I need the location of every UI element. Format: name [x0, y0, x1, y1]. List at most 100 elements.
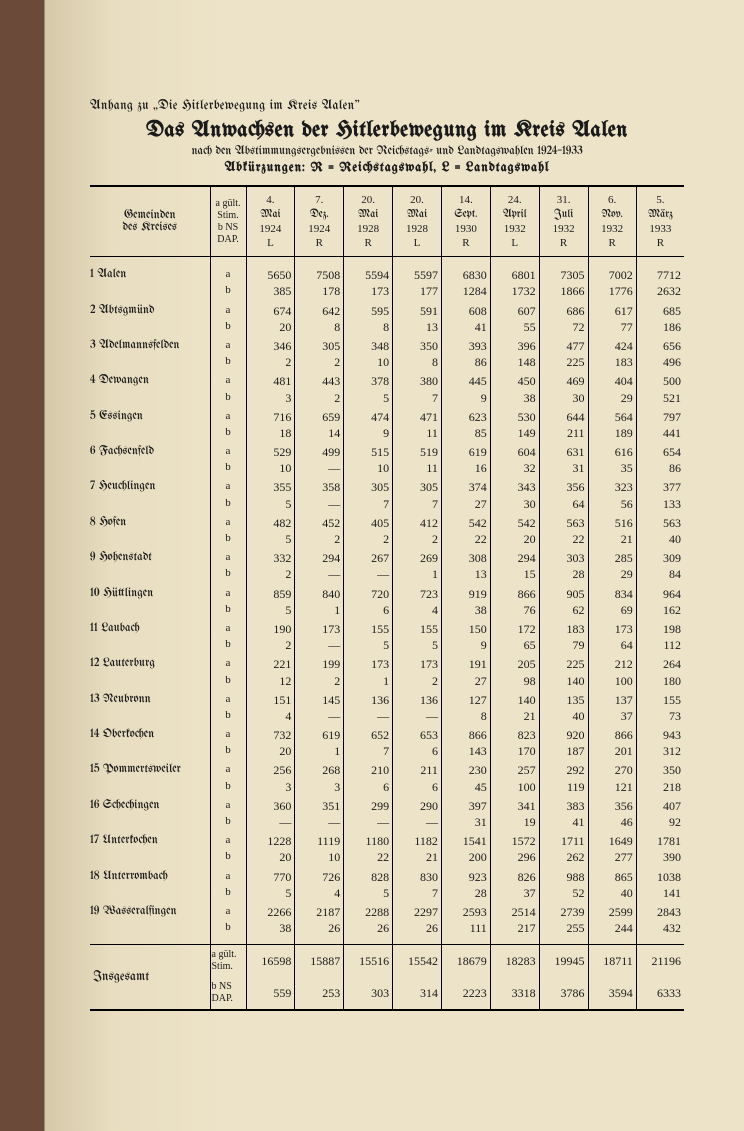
table-row: 5 Essingena716659474471623530644564797 — [90, 406, 684, 425]
data-cell: 4 — [295, 885, 344, 901]
row-type-a: a — [210, 441, 246, 460]
data-cell: 830 — [393, 866, 442, 885]
data-cell: 2 — [393, 673, 442, 689]
data-cell: 155 — [344, 618, 393, 637]
total-ab-a: a gült. Stim. — [210, 945, 246, 978]
row-type-a: a — [210, 406, 246, 425]
data-cell: 10 — [344, 354, 393, 370]
data-cell: 262 — [539, 849, 588, 865]
data-cell: 112 — [636, 637, 684, 653]
row-type-b: b — [210, 390, 246, 406]
row-type-b: b — [210, 283, 246, 299]
municipality-name: 4 Dewangen — [90, 370, 210, 405]
data-cell: 7 — [344, 743, 393, 759]
row-type-b: b — [210, 637, 246, 653]
data-cell: 1 — [393, 566, 442, 582]
table-footer: Insgesamt a gült. Stim. 16598 15887 1551… — [90, 945, 684, 1011]
data-cell: 148 — [490, 354, 539, 370]
data-cell: 312 — [636, 743, 684, 759]
data-cell: 11 — [393, 425, 442, 441]
data-cell: 2 — [246, 354, 295, 370]
data-cell: 64 — [588, 637, 636, 653]
data-cell: 13 — [393, 319, 442, 335]
data-cell: 7002 — [588, 257, 636, 284]
data-cell: 5 — [246, 496, 295, 512]
table-row: 16 Schechingena3603512992903973413833564… — [90, 795, 684, 814]
data-cell: 424 — [588, 335, 636, 354]
data-cell: 1 — [295, 602, 344, 618]
data-cell: 30 — [490, 496, 539, 512]
data-cell: 40 — [588, 885, 636, 901]
data-cell: 201 — [588, 743, 636, 759]
data-cell: 7 — [393, 390, 442, 406]
data-cell: 5597 — [393, 257, 442, 284]
data-cell: 8 — [393, 354, 442, 370]
data-cell: 5 — [393, 637, 442, 653]
data-cell: 6 — [393, 779, 442, 795]
data-cell: 332 — [246, 547, 295, 566]
data-cell: 20 — [490, 531, 539, 547]
data-cell: 2297 — [393, 901, 442, 920]
data-cell: 616 — [588, 441, 636, 460]
data-cell: 31 — [441, 814, 490, 830]
data-cell: 2599 — [588, 901, 636, 920]
data-cell: 469 — [539, 370, 588, 389]
data-cell: 21 — [393, 849, 442, 865]
data-cell: 2 — [344, 531, 393, 547]
data-cell: 8 — [441, 708, 490, 724]
data-cell: 3 — [246, 779, 295, 795]
data-cell: 191 — [441, 653, 490, 672]
data-cell: 64 — [539, 496, 588, 512]
data-cell: 187 — [539, 743, 588, 759]
data-cell: — — [344, 566, 393, 582]
header-date-0: 4.Mai1924L — [246, 186, 295, 257]
data-cell: 255 — [539, 920, 588, 945]
data-cell: 7305 — [539, 257, 588, 284]
data-cell: 1 — [344, 673, 393, 689]
table-row: 1 Aalena56507508559455976830680173057002… — [90, 257, 684, 284]
data-cell: 905 — [539, 583, 588, 602]
data-cell: 499 — [295, 441, 344, 460]
data-cell: 210 — [344, 759, 393, 778]
table-row: 11 Laubacha190173155155150172183173198 — [90, 618, 684, 637]
data-cell: 920 — [539, 724, 588, 743]
data-cell: 604 — [490, 441, 539, 460]
data-cell: 305 — [295, 335, 344, 354]
data-cell: 348 — [344, 335, 393, 354]
data-cell: 211 — [539, 425, 588, 441]
data-cell: 2514 — [490, 901, 539, 920]
data-cell: 686 — [539, 300, 588, 319]
data-cell: 623 — [441, 406, 490, 425]
data-cell: 377 — [636, 476, 684, 495]
data-cell: 6 — [344, 779, 393, 795]
data-cell: 73 — [636, 708, 684, 724]
data-cell: 358 — [295, 476, 344, 495]
data-cell: 7 — [344, 496, 393, 512]
row-type-b: b — [210, 566, 246, 582]
data-cell: 726 — [295, 866, 344, 885]
data-cell: 477 — [539, 335, 588, 354]
data-cell: 595 — [344, 300, 393, 319]
data-cell: 308 — [441, 547, 490, 566]
main-title: Das Anwachsen der Hitlerbewegung im Krei… — [90, 119, 684, 142]
data-cell: 859 — [246, 583, 295, 602]
data-cell: 412 — [393, 512, 442, 531]
table-row: 10 Hüttlingena85984072072391986690583496… — [90, 583, 684, 602]
data-cell: 22 — [539, 531, 588, 547]
data-cell: 542 — [441, 512, 490, 531]
data-cell: 356 — [539, 476, 588, 495]
data-cell: 257 — [490, 759, 539, 778]
data-cell: — — [393, 814, 442, 830]
municipality-name: 11 Laubach — [90, 618, 210, 653]
data-cell: 98 — [490, 673, 539, 689]
data-cell: 405 — [344, 512, 393, 531]
data-cell: 10 — [295, 849, 344, 865]
data-cell: 1180 — [344, 830, 393, 849]
data-cell: 28 — [539, 566, 588, 582]
data-cell: 397 — [441, 795, 490, 814]
subtitle: nach den Abstimmungsergebnissen der Reic… — [90, 146, 684, 158]
data-cell: 21 — [490, 708, 539, 724]
municipality-name: 12 Lauterburg — [90, 653, 210, 688]
data-cell: 5650 — [246, 257, 295, 284]
municipality-name: 7 Heuchlingen — [90, 476, 210, 511]
